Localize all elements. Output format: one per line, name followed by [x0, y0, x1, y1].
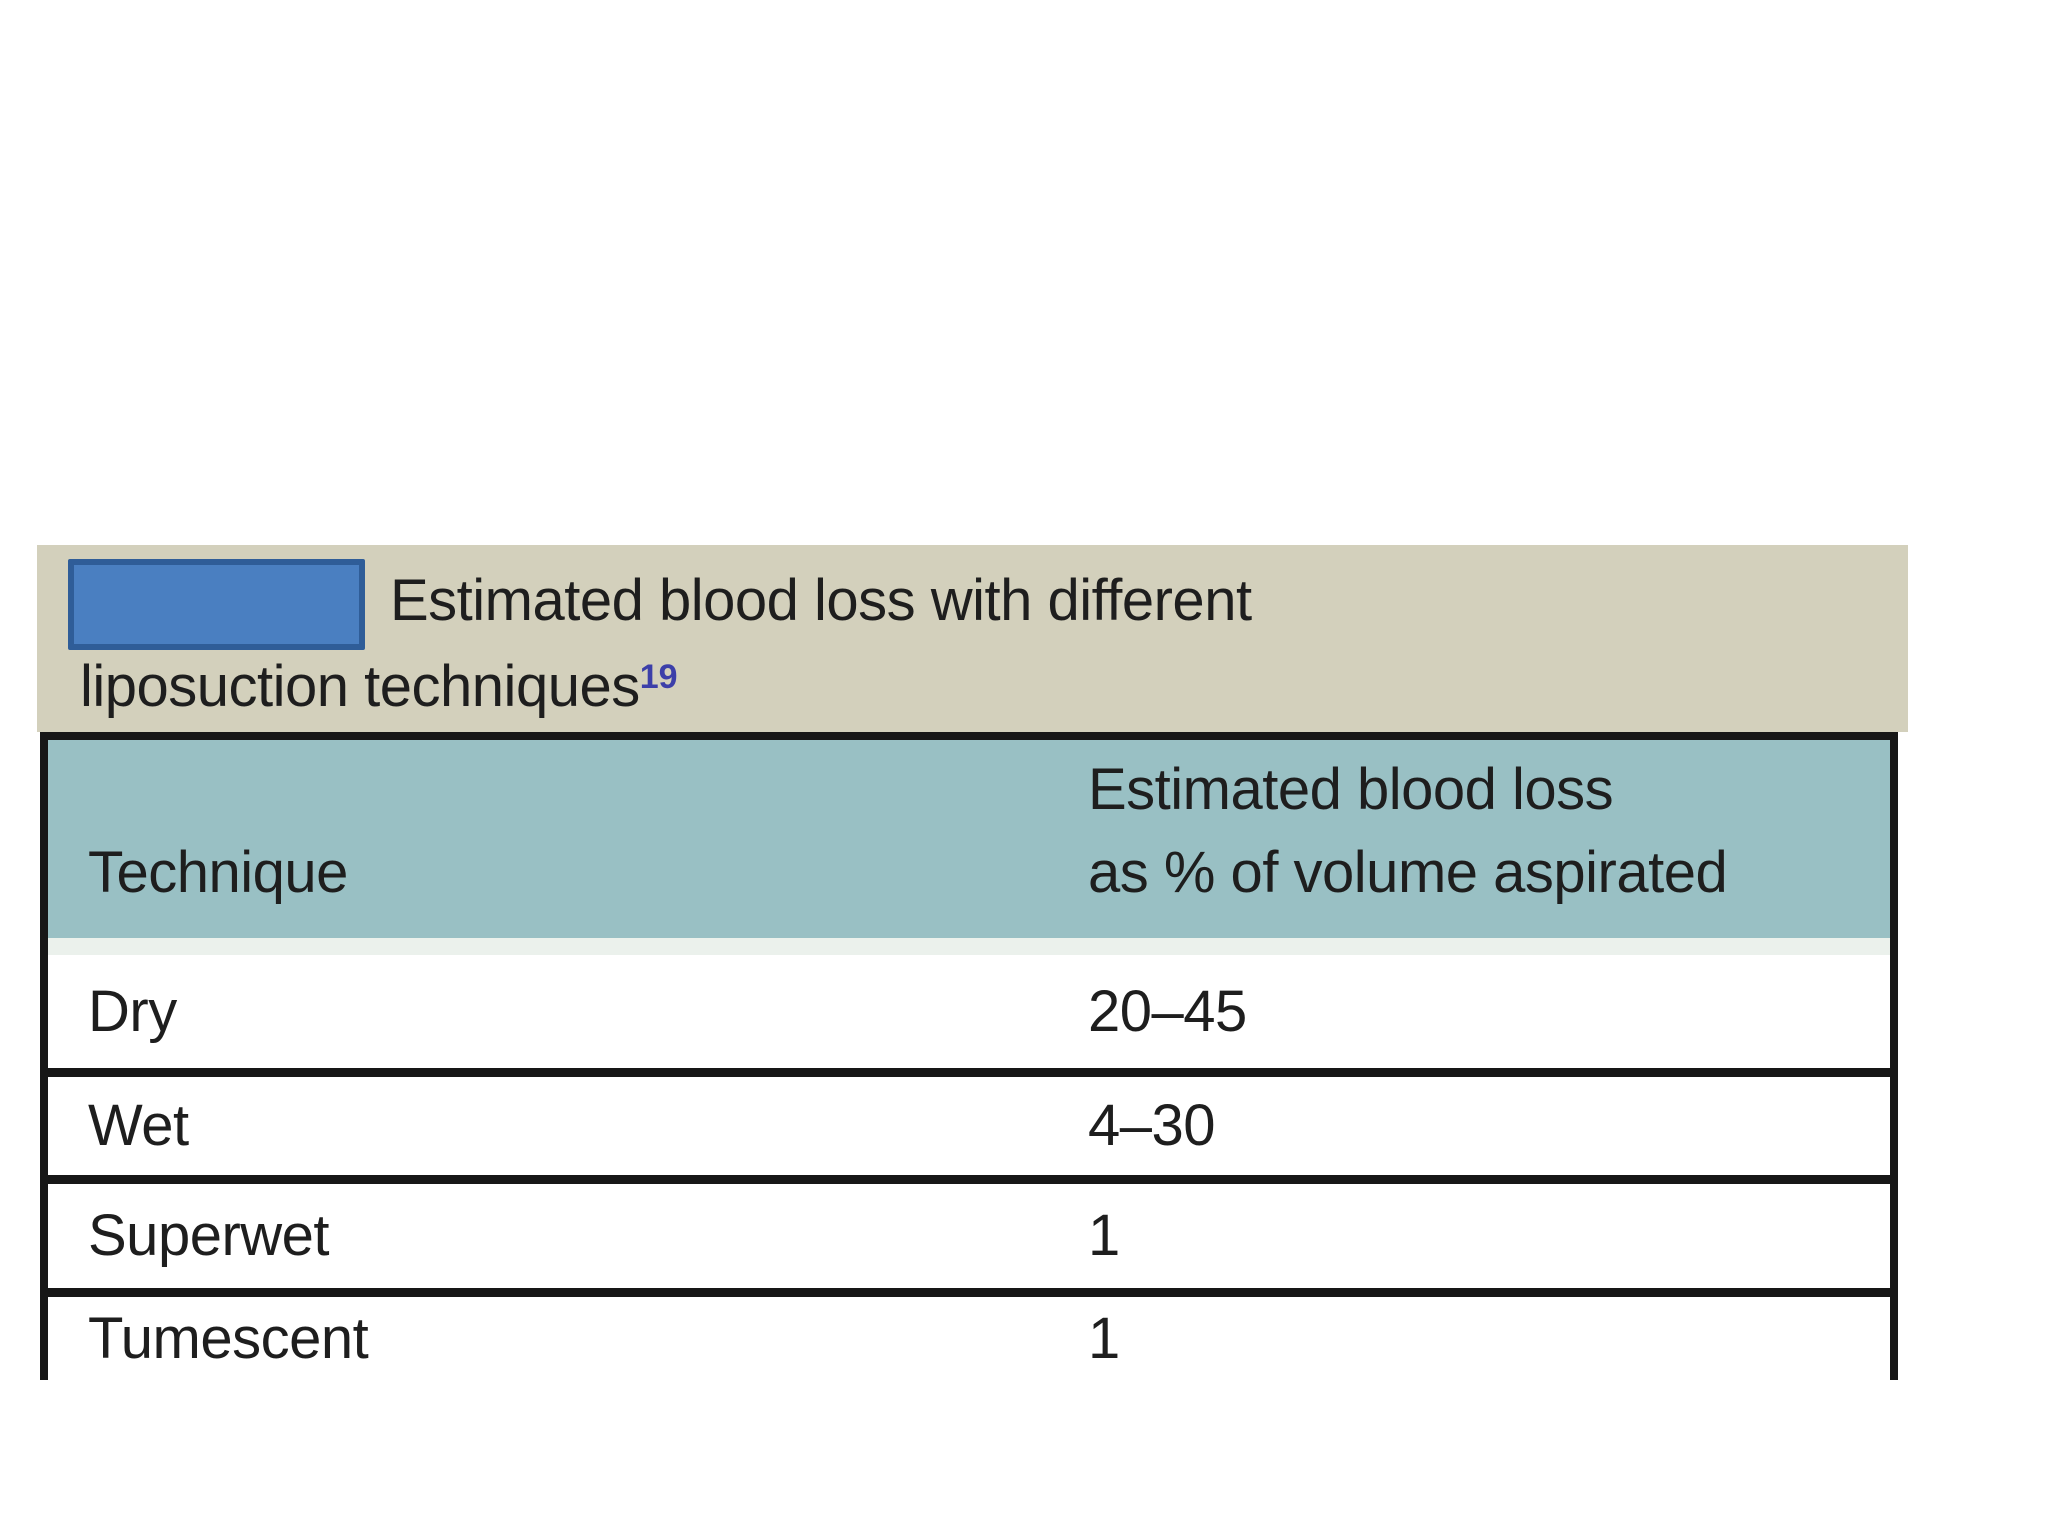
reference-superscript: 19: [639, 658, 678, 696]
blood-loss-value: 1: [1088, 1305, 1120, 1371]
table-row-tumescent: Tumescent 1: [48, 1288, 1890, 1380]
header-blood-loss-line2: as % of volume aspirated: [1088, 839, 1728, 905]
technique-value: Wet: [88, 1093, 189, 1158]
technique-value: Superwet: [88, 1203, 330, 1268]
table-header-row: Technique Estimated blood loss as % of v…: [48, 740, 1890, 938]
header-cell-technique: Technique: [48, 740, 1088, 938]
blood-loss-cell: 20–45: [1088, 982, 1890, 1041]
caption-title-line2: liposuction techniques19: [80, 658, 678, 716]
caption-title-line1: Estimated blood loss with different: [390, 568, 1252, 633]
table-row-dry: Dry 20–45: [48, 955, 1890, 1068]
blood-loss-cell: 4–30: [1088, 1097, 1890, 1155]
table-row-superwet: Superwet 1: [48, 1175, 1890, 1288]
header-blood-loss-line1: Estimated blood loss: [1088, 757, 1614, 823]
header-cell-blood-loss: Estimated blood loss as % of volume aspi…: [1088, 740, 1890, 938]
technique-value: Dry: [88, 978, 177, 1044]
blood-loss-value: 20–45: [1088, 978, 1247, 1044]
blood-loss-value: 1: [1088, 1203, 1120, 1268]
table-number-label-box: [68, 559, 365, 650]
technique-cell: Tumescent: [48, 1309, 1088, 1368]
header-gap-strip: [48, 938, 1890, 955]
header-technique-label: Technique: [88, 839, 348, 905]
table-row-wet: Wet 4–30: [48, 1068, 1890, 1175]
caption-title-line2-text: liposuction techniques: [80, 654, 640, 719]
caption-band: Estimated blood loss with different lipo…: [37, 545, 1908, 732]
technique-cell: Dry: [48, 982, 1088, 1041]
header-blood-loss-label: Estimated blood loss as % of volume aspi…: [1088, 749, 1728, 914]
technique-cell: Wet: [48, 1097, 1088, 1155]
technique-value: Tumescent: [88, 1305, 369, 1371]
blood-loss-value: 4–30: [1088, 1093, 1216, 1158]
data-table: Technique Estimated blood loss as % of v…: [40, 732, 1898, 1380]
blood-loss-cell: 1: [1088, 1207, 1890, 1265]
technique-cell: Superwet: [48, 1207, 1088, 1265]
blood-loss-cell: 1: [1088, 1309, 1890, 1368]
